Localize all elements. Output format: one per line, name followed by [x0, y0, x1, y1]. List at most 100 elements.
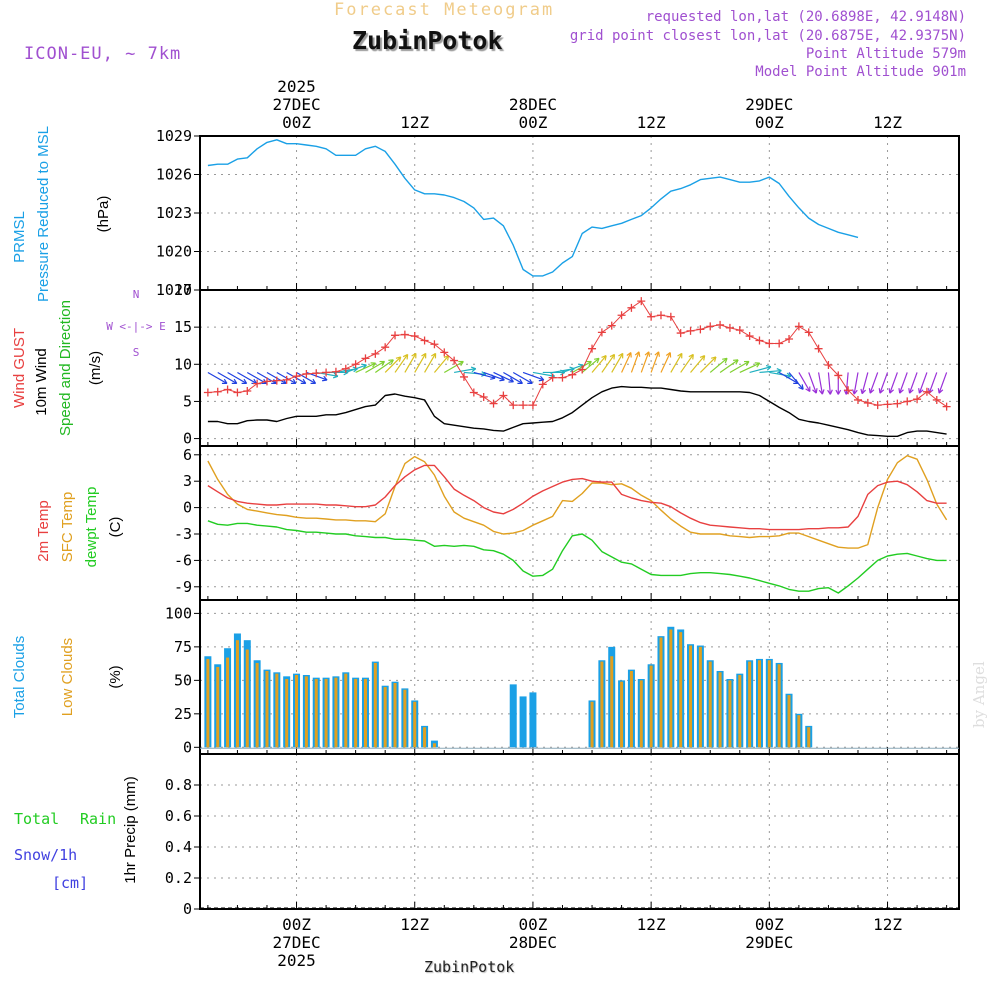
wind-dir-arrow: [374, 359, 394, 373]
wind-dir-arrow: [889, 372, 898, 394]
top-date-label: 29DEC: [745, 95, 793, 114]
wind-dir-arrow: [680, 354, 694, 373]
wind-dir-head: [743, 360, 750, 367]
wind-gust-marker: [391, 331, 400, 340]
wind-gust-marker: [853, 395, 862, 404]
wind-gust-marker: [469, 388, 478, 397]
wind-gust-marker: [361, 354, 370, 363]
wind-dir-head: [798, 384, 804, 390]
wind-gust-marker: [676, 329, 685, 338]
wind-dir-head: [898, 388, 904, 394]
ytick-label-pressure-1: 1020: [156, 243, 192, 261]
wind-dir-head: [765, 364, 772, 371]
wind-gust-marker: [371, 349, 380, 358]
bottom-time-label: 00Z: [755, 915, 784, 934]
wind-dir-arrow: [899, 372, 908, 394]
wind-dir-head: [594, 357, 600, 364]
wind-gust-marker: [272, 376, 281, 385]
wind-dir-arrow: [473, 371, 496, 379]
wind-dir-head: [395, 356, 402, 362]
wind-gust-marker: [883, 400, 892, 409]
wind-gust-marker: [262, 377, 271, 386]
wind-dir-arrow: [503, 371, 523, 384]
cloud-low-bar: [275, 673, 279, 748]
wind-gust-marker: [558, 373, 567, 382]
wind-dir-head: [776, 367, 782, 374]
wind-dir-arrow: [879, 372, 889, 394]
wind-dir-arrow: [719, 359, 739, 373]
wind-dir-arrow: [630, 351, 640, 373]
wind-dir-arrow: [690, 355, 706, 373]
wind-gust-marker: [903, 397, 912, 406]
bottom-time-label: 00Z: [282, 915, 311, 934]
top-time-label: 12Z: [400, 113, 429, 132]
wind-dir-arrow: [512, 371, 533, 384]
wind-dir-head: [609, 353, 616, 360]
wind-dir-arrow: [365, 360, 385, 373]
ytick-label-clouds-3: 75: [174, 638, 192, 656]
temp-2m-line: [207, 464, 947, 531]
wind-dir-arrow: [601, 354, 615, 373]
bottom-date-label: 27DEC: [272, 933, 320, 952]
wind-gust-marker: [794, 322, 803, 331]
wind-gust-marker: [942, 402, 951, 411]
wind-gust-marker: [203, 388, 212, 397]
top-time-label: 12Z: [637, 113, 666, 132]
wind-dir-arrow: [207, 371, 228, 384]
wind-gust-marker: [322, 368, 331, 377]
wind-gust-marker: [844, 386, 853, 395]
pressure-label-msl: Pressure Reduced to MSL: [35, 126, 52, 302]
cloud-low-bar: [265, 670, 269, 748]
wind-dir-head: [699, 355, 706, 361]
cloud-low-bar: [226, 657, 230, 748]
wind-gust-marker: [656, 311, 665, 320]
wind-dir-arrow: [808, 372, 817, 394]
wind-dir-arrow: [709, 357, 728, 373]
ytick-label-wind-3: 15: [174, 318, 192, 336]
wind-gust-marker: [834, 371, 843, 380]
wind-dir-head: [818, 389, 825, 395]
wind-dir-arrow: [798, 372, 811, 392]
wind-dir-arrow: [778, 371, 799, 384]
ytick-label-temperature-0: -9: [174, 578, 192, 596]
wind-dir-arrow: [463, 371, 486, 375]
cloud-low-bar: [718, 672, 722, 748]
point-altitude: Point Altitude 579m: [805, 46, 966, 62]
bottom-time-label: 12Z: [873, 915, 902, 934]
wind-dir-head: [851, 389, 858, 395]
cloud-low-bar: [285, 679, 289, 748]
ytick-label-clouds-4: 100: [165, 604, 192, 622]
cloud-low-bar: [797, 715, 801, 748]
wind-gust-marker: [331, 367, 340, 376]
cloud-low-bar: [344, 673, 348, 748]
ytick-label-temperature-5: 6: [183, 446, 192, 464]
wind-dir-arrow: [660, 352, 671, 373]
wind-dir-arrow: [650, 351, 660, 373]
wind-gust-marker: [430, 340, 439, 349]
ytick-label-wind-1: 5: [183, 392, 192, 410]
wind-compass-n: N: [133, 288, 140, 301]
wind-dir-arrow: [817, 372, 823, 395]
wind-dir-arrow: [433, 355, 450, 373]
wind-gust-marker: [716, 320, 725, 329]
bottom-date-label: 29DEC: [745, 933, 793, 952]
bottom-date-label: 28DEC: [509, 933, 557, 952]
cloud-low-bar: [432, 743, 436, 748]
cloud-low-bar: [423, 727, 427, 748]
wind-gust-marker: [686, 326, 695, 335]
ytick-label-temperature-3: 0: [183, 499, 192, 517]
cloud-low-bar: [669, 629, 673, 748]
ytick-label-precipitation-1: 0.2: [165, 869, 192, 887]
wind-gust-marker: [666, 312, 675, 321]
wind-gust-marker: [607, 321, 616, 330]
wind-dir-head: [388, 359, 394, 365]
wind-gust-marker: [725, 323, 734, 332]
wind-dir-head: [310, 378, 317, 385]
wind-gust-marker: [568, 370, 577, 379]
wind-dir-head: [868, 388, 875, 394]
cloud-low-bar: [659, 637, 663, 748]
cloud-low-bar: [600, 661, 604, 748]
wind-dir-arrow: [296, 371, 316, 384]
cloud-low-bar: [610, 656, 614, 748]
ytick-label-precipitation-2: 0.4: [165, 838, 192, 856]
